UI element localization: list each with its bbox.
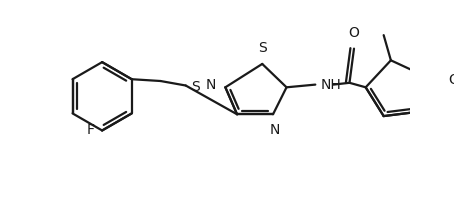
Text: NH: NH (321, 78, 341, 92)
Text: O: O (449, 73, 454, 87)
Text: S: S (191, 80, 200, 94)
Text: F: F (87, 124, 95, 137)
Text: N: N (270, 123, 280, 137)
Text: N: N (206, 78, 217, 92)
Text: O: O (349, 26, 360, 40)
Text: S: S (258, 41, 266, 55)
